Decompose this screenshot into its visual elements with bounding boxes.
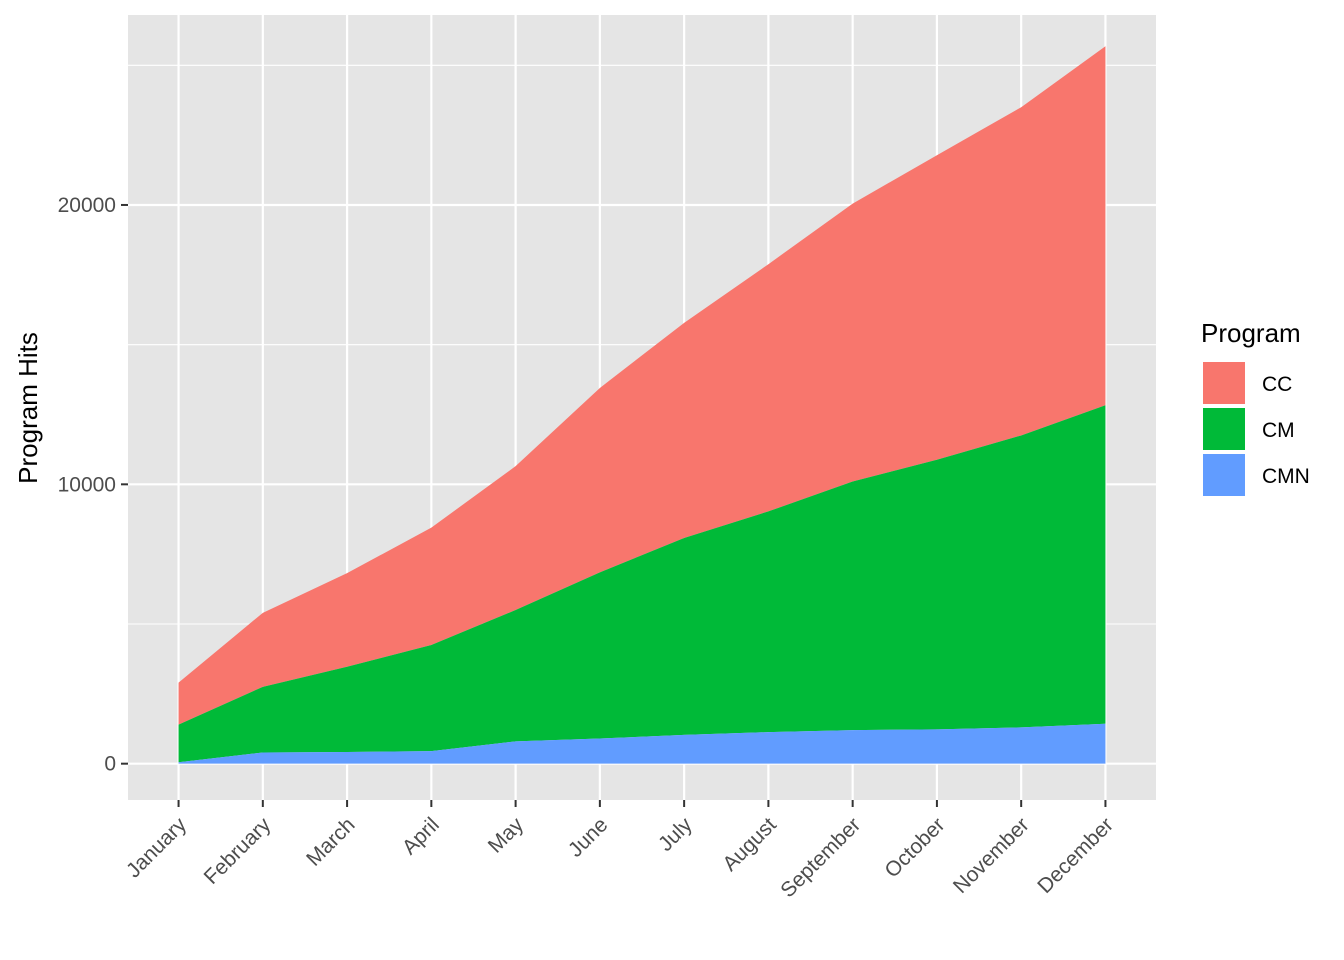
area-series-cmn (178, 723, 1106, 764)
x-tick-label: November (949, 813, 1034, 898)
x-tick-label: June (564, 813, 612, 861)
x-axis: January February March April May June July Augu… (122, 800, 1118, 902)
x-tick-label: September (776, 813, 865, 902)
x-tick-label: February (200, 813, 276, 889)
y-tick-label: 10000 (58, 473, 116, 496)
legend-key-cm (1201, 406, 1247, 452)
x-tick-label: April (398, 813, 444, 859)
x-tick-label: March (302, 813, 360, 871)
area-series-cm (178, 405, 1106, 763)
x-tick-label: January (122, 813, 191, 882)
legend-label-cc: CC (1262, 373, 1292, 396)
y-axis: 0 10000 20000 (58, 194, 128, 776)
x-tick-label: December (1033, 813, 1118, 898)
legend-key-cmn (1201, 452, 1247, 498)
x-tick-label: May (484, 813, 529, 858)
area-series-cc (178, 46, 1106, 725)
x-tick-label: October (880, 813, 949, 882)
legend-key-cc (1201, 360, 1247, 406)
legend-label-cm: CM (1262, 419, 1295, 442)
legend-title: Program (1201, 318, 1301, 348)
legend: Program CC CM CMN (1201, 318, 1310, 498)
y-axis-title: Program Hits (13, 332, 43, 484)
area-series (178, 46, 1106, 764)
x-tick-label: July (654, 813, 697, 856)
x-tick-label: August (718, 813, 781, 876)
y-tick-label: 0 (104, 753, 116, 776)
y-tick-label: 20000 (58, 194, 116, 217)
legend-label-cmn: CMN (1262, 465, 1310, 488)
